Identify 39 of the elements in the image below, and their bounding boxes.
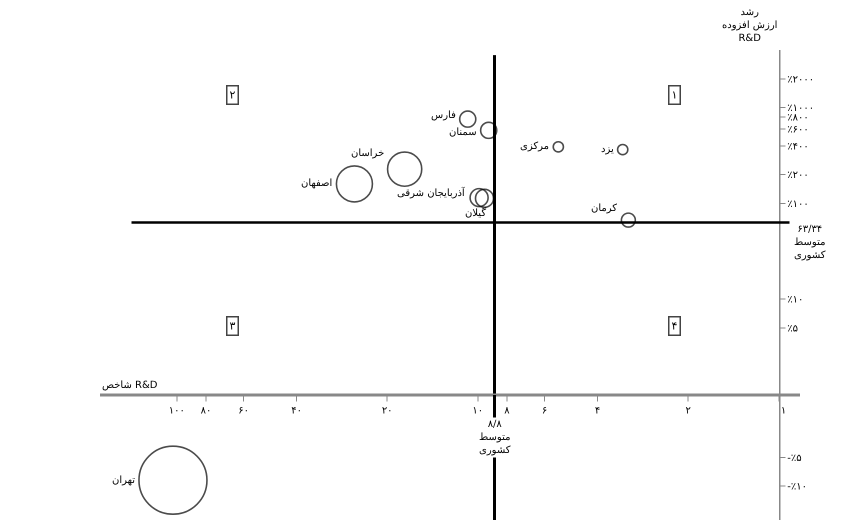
x-tick-label: ۲۰ [382,406,393,416]
x-tick-label: ۱ [771,406,786,416]
ref-line-label: ۶۳/۳۴ متوسط کشوری [794,224,826,261]
y-tick-label: ٪۱۰ [787,294,804,306]
x-tick-label: ۸۰ [200,406,212,416]
annotation: ۱ [672,88,678,102]
x-tick-label: ۶ [542,406,548,416]
annotation: ۴ [672,320,678,332]
annotation: ۳ [230,320,236,332]
y-tick-label: ٪۸۰۰ [787,112,809,124]
y-tick-label: ٪۱۰۰ [787,198,809,210]
x-tick-label: ۱۰۰ [168,406,185,416]
series-label: خراسان [351,148,384,159]
y-tick-label: ٪۵ [787,324,798,335]
x-tick-label: ۸ [504,406,510,416]
y-tick-label: ٪۶۰۰ [787,124,809,136]
y-tick-label: ٪۱۰۰۰ [787,103,814,114]
series-label: مرکزی [520,141,549,152]
y-tick-label: -٪۱۰ [787,481,807,492]
series-label: یزد [601,144,614,155]
series-label: تهران [112,475,136,486]
x-axis-title: شاخص R&D [102,380,158,391]
ref-line-label: ۸/۸ متوسط کشوری [479,419,511,456]
x-tick-label: ۱۰ [472,406,484,416]
series-label: اصفهان [301,178,332,189]
y-tick-label: -٪۵ [787,453,802,464]
series-label: گیلان [465,207,486,219]
series-label: فارس [431,110,456,121]
y-tick-label: ٪۴۰۰ [787,141,809,152]
annotation: ۲ [230,88,236,102]
series-label: آذربایجان شرقی [397,186,466,199]
x-tick-label: ۴۰ [291,406,302,416]
series-label: سمنان [449,127,477,138]
x-tick-label: ۶۰ [238,406,249,416]
y-tick-label: ٪۲۰۰ [787,170,809,182]
y-tick-label: ٪۲۰۰۰ [787,74,814,86]
series-label: کرمان [591,203,618,214]
x-tick-label: ۴ [594,406,600,416]
x-tick-label: ۲ [685,406,691,416]
